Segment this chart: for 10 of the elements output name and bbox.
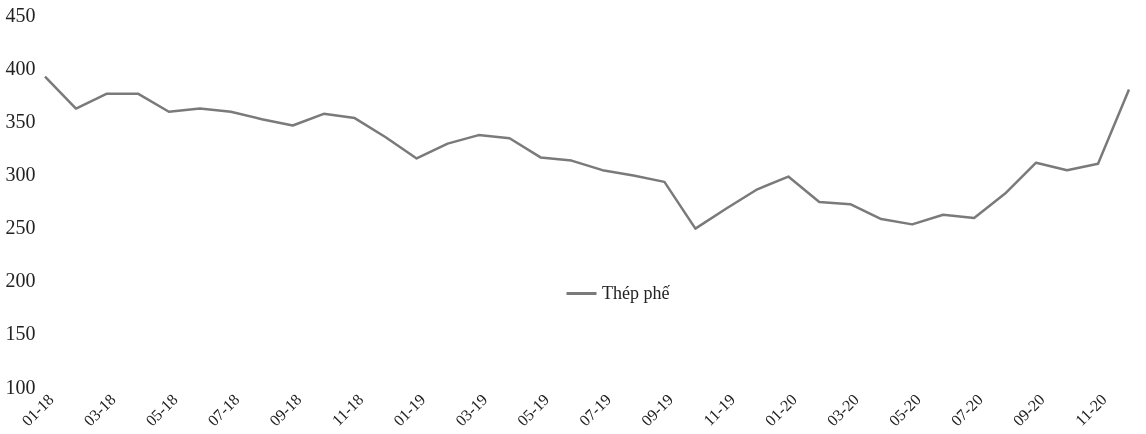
y-tick-label: 100 bbox=[5, 375, 36, 398]
y-tick-label: 250 bbox=[5, 216, 36, 239]
y-tick-label: 400 bbox=[5, 56, 36, 79]
line-series bbox=[43, 75, 1131, 230]
y-tick-label: 350 bbox=[5, 109, 36, 132]
y-tick-label: 450 bbox=[5, 3, 36, 26]
y-tick-label: 300 bbox=[5, 162, 36, 185]
legend-label: Thép phế bbox=[602, 282, 671, 303]
y-tick-label: 150 bbox=[5, 322, 36, 345]
y-tick-label: 200 bbox=[5, 269, 36, 292]
